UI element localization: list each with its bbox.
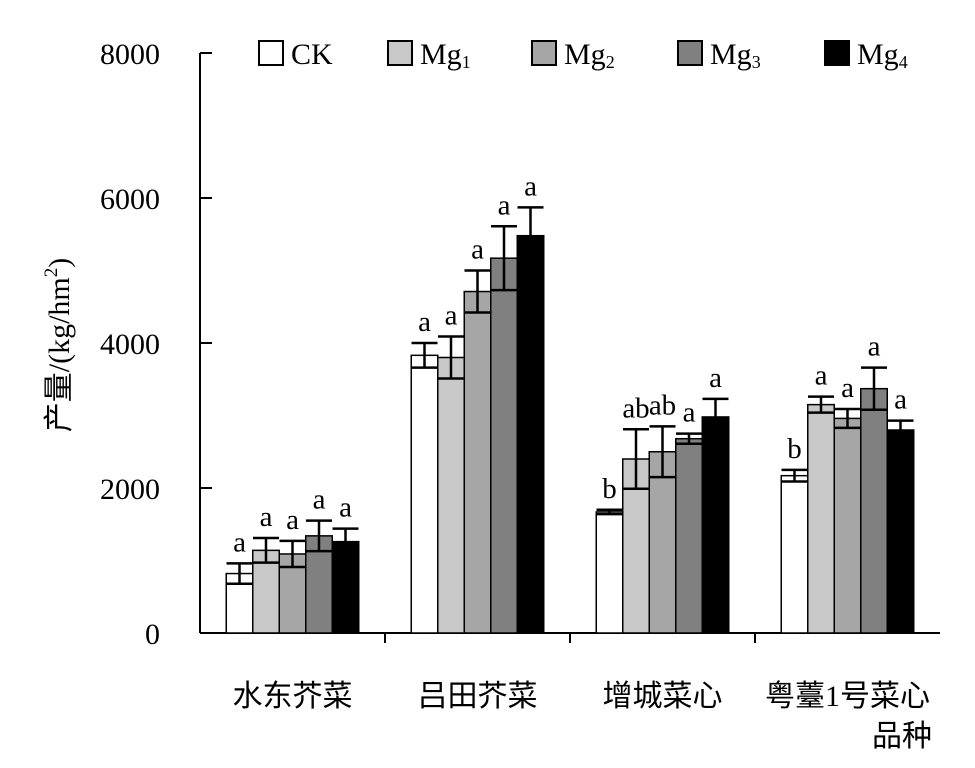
bar (595, 511, 624, 634)
legend-item: Mg3 (677, 38, 761, 72)
bar (860, 387, 888, 634)
bar (780, 474, 809, 634)
significance-label: a (260, 501, 273, 533)
bar (675, 437, 703, 634)
significance-label: a (339, 492, 352, 524)
bar (490, 257, 518, 634)
y-tick-label: 8000 (100, 38, 160, 71)
y-axis-label: 产量/(kg/hm2) (41, 258, 76, 433)
y-tick-label: 6000 (100, 183, 160, 216)
legend-item: Mg1 (387, 38, 471, 72)
y-tick-label: 4000 (100, 328, 160, 361)
legend-label: Mg3 (710, 38, 761, 72)
significance-label: a (471, 234, 484, 266)
x-tick-label: 水东芥菜 (233, 680, 353, 713)
bar (463, 290, 492, 634)
y-tick-label: 0 (145, 618, 160, 651)
significance-label: a (313, 484, 326, 516)
bar (648, 451, 677, 634)
x-tick-label: 增城菜心 (603, 680, 723, 713)
y-axis-ticks: 0 2000 4000 6000 8000 (100, 38, 212, 651)
legend-swatch (824, 40, 850, 66)
significance-label: a (841, 372, 854, 404)
bar (516, 234, 545, 634)
bar (701, 416, 730, 634)
bar (886, 429, 915, 634)
significance-label: a (894, 384, 907, 416)
significance-label: a (286, 504, 299, 536)
bar-group: ba aaa (780, 331, 915, 634)
bar (437, 356, 465, 634)
significance-label: ab (649, 389, 676, 421)
bar (807, 403, 835, 634)
bar (833, 417, 862, 634)
significance-label: a (445, 299, 458, 331)
x-tick-label: 吕田芥菜 (418, 680, 538, 713)
significance-label: b (787, 433, 802, 465)
bar (331, 540, 360, 634)
significance-label: ab (622, 392, 649, 424)
bar (410, 354, 439, 634)
significance-label: a (498, 189, 511, 221)
legend-swatch (258, 40, 284, 66)
legend: CK Mg1 Mg2 Mg3 Mg4 (258, 38, 908, 72)
x-axis-label: 品种 (872, 720, 932, 753)
significance-label: a (233, 526, 246, 558)
x-axis-categories: 水东芥菜 吕田芥菜 增城菜心 粤薹1号菜心 (233, 633, 930, 713)
x-tick-label: 粤薹1号菜心 (765, 680, 930, 713)
legend-item: Mg2 (531, 38, 615, 72)
significance-label: a (815, 360, 828, 392)
legend-swatch (531, 40, 557, 66)
significance-label: a (418, 306, 431, 338)
significance-label: a (683, 397, 696, 429)
legend-label: Mg1 (420, 38, 471, 72)
significance-label: a (709, 362, 722, 394)
significance-label: a (524, 170, 537, 202)
legend-item: Mg4 (824, 38, 908, 72)
significance-label: a (868, 331, 881, 363)
legend-swatch (677, 40, 703, 66)
legend-label: Mg2 (564, 38, 615, 72)
legend-label: Mg4 (857, 38, 908, 72)
significance-label: b (602, 473, 617, 505)
legend-label: CK (291, 38, 333, 71)
y-tick-label: 2000 (100, 473, 160, 506)
legend-item: CK (258, 38, 333, 71)
legend-swatch (387, 40, 413, 66)
bar-group: bab ab aa (595, 362, 730, 634)
